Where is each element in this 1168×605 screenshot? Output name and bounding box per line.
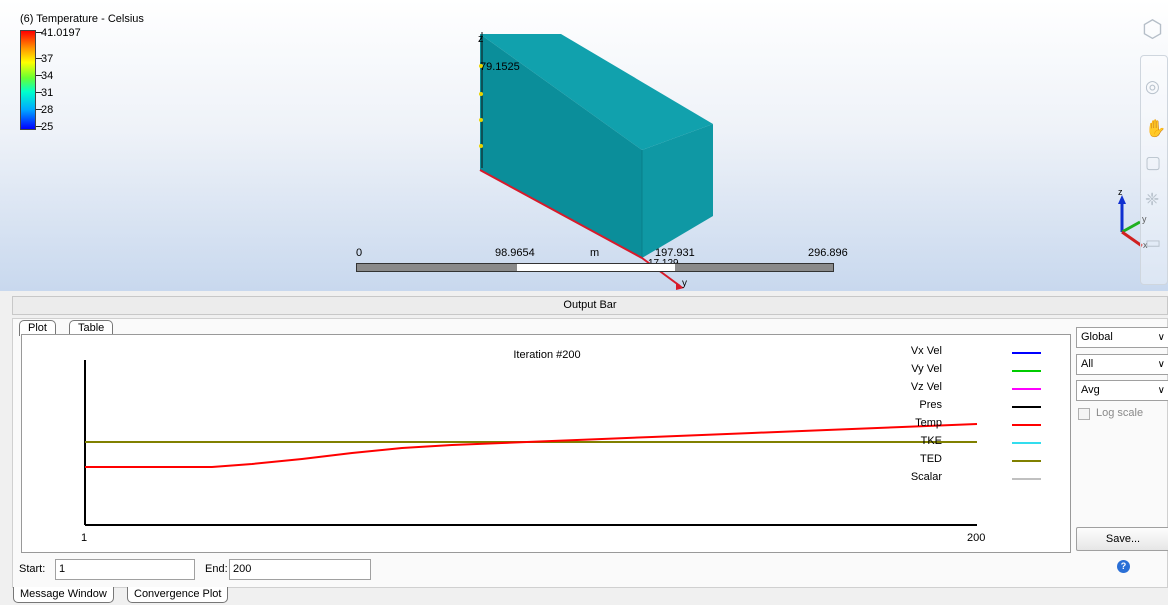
end-input[interactable]: 200 xyxy=(229,559,371,580)
triad-x-label: x xyxy=(1143,240,1148,250)
legend-label: TKE xyxy=(920,435,942,447)
legend-label: Pres xyxy=(919,399,942,411)
legend-label: Temp xyxy=(915,417,942,429)
box-right-face xyxy=(642,124,713,258)
legend-swatch xyxy=(1012,442,1041,444)
legend-label: TED xyxy=(920,453,942,465)
start-label: Start: xyxy=(19,563,46,575)
colorbar-label: 31 xyxy=(41,87,54,99)
legend-swatch xyxy=(1012,388,1041,390)
fit-view-icon[interactable]: ▭ xyxy=(1145,233,1162,252)
convergence-plot: Iteration #200 1 200 Vx Vel Vy Vel Vz Ve… xyxy=(21,334,1071,553)
save-button[interactable]: Save... xyxy=(1076,527,1168,551)
filter-select-value: All xyxy=(1081,358,1094,370)
colorbar-label: 28 xyxy=(41,104,54,116)
legend-label: Vz Vel xyxy=(910,381,942,393)
colorbar-tick xyxy=(36,32,42,33)
axis-y-label: y xyxy=(682,278,687,289)
plot-area xyxy=(84,360,978,526)
legend-swatch xyxy=(1012,460,1041,462)
zoom-window-icon[interactable]: ▢ xyxy=(1145,153,1162,172)
legend-swatch xyxy=(1012,370,1041,372)
scale-label-3: 296.896 xyxy=(808,247,848,259)
chevron-down-icon: ∨ xyxy=(1157,359,1165,370)
log-scale-checkbox[interactable] xyxy=(1078,408,1090,420)
zoom-icon[interactable]: ◎ xyxy=(1145,77,1160,96)
colorbar-label-max: 41.0197 xyxy=(41,27,81,39)
filter-select[interactable]: All ∨ xyxy=(1076,354,1168,375)
3d-box-model[interactable]: z 79.1525 17.129 y xyxy=(470,28,730,291)
scale-bar xyxy=(356,263,834,272)
orbit-icon[interactable]: ❈ xyxy=(1145,190,1160,209)
colorbar-tick xyxy=(36,58,42,59)
pan-hand-icon[interactable]: ✋ xyxy=(1145,119,1167,138)
legend-title: (6) Temperature - Celsius xyxy=(20,13,144,25)
box-left-face xyxy=(480,34,642,258)
colorbar-label: 37 xyxy=(41,53,54,65)
3d-viewport[interactable]: (6) Temperature - Celsius 41.0197 37 34 … xyxy=(0,0,1168,291)
series-temp-line xyxy=(85,423,978,468)
colorbar-label: 34 xyxy=(41,70,54,82)
legend-swatch xyxy=(1012,478,1041,480)
model-dimension-label: 79.1525 xyxy=(480,61,520,73)
x-axis-end-label: 200 xyxy=(967,532,986,544)
plot-title: Iteration #200 xyxy=(513,349,581,361)
legend-label: Vx Vel xyxy=(910,345,942,357)
stat-select-value: Avg xyxy=(1081,384,1100,396)
tab-convergence-plot[interactable]: Convergence Plot xyxy=(127,587,229,603)
colorbar-tick xyxy=(36,126,42,127)
scope-select-value: Global xyxy=(1081,331,1113,343)
view-cube-icon[interactable]: ⬡ xyxy=(1142,16,1163,43)
help-icon[interactable]: ? xyxy=(1117,560,1130,573)
axis-z-label: z xyxy=(478,33,484,45)
output-bar[interactable]: Output Bar xyxy=(12,296,1168,315)
chevron-down-icon: ∨ xyxy=(1157,385,1165,396)
legend-swatch xyxy=(1012,406,1041,408)
scope-select[interactable]: Global ∨ xyxy=(1076,327,1168,348)
tab-message-window[interactable]: Message Window xyxy=(13,587,114,603)
convergence-panel: Plot Table Iteration #200 1 200 Vx Vel V… xyxy=(12,318,1168,588)
colorbar-label-min: 25 xyxy=(41,121,54,133)
tab-table[interactable]: Table xyxy=(69,320,114,336)
end-label: End: xyxy=(205,563,228,575)
chevron-down-icon: ∨ xyxy=(1157,332,1165,343)
scale-label-0: 0 xyxy=(356,247,363,259)
start-input[interactable]: 1 xyxy=(55,559,195,580)
triad-z-label: z xyxy=(1118,190,1123,197)
legend-label: Scalar xyxy=(910,471,942,483)
scale-label-2: 197.931 xyxy=(655,247,695,259)
colorbar-tick xyxy=(36,92,42,93)
scale-unit-label: m xyxy=(590,247,600,259)
legend-swatch xyxy=(1012,424,1041,426)
navigation-toolbar: ◎ ✋ ▢ ❈ ▭ xyxy=(1140,55,1168,285)
stat-select[interactable]: Avg ∨ xyxy=(1076,380,1168,401)
triad-y-label: y xyxy=(1142,214,1147,224)
orientation-triad: z y x xyxy=(1118,190,1148,250)
scale-label-1: 98.9654 xyxy=(495,247,535,259)
box-top-face xyxy=(480,34,713,150)
scale-bar-white-segment xyxy=(517,264,675,271)
legend-label: Vy Vel xyxy=(911,363,942,375)
colorbar-tick xyxy=(36,109,42,110)
x-axis-start-label: 1 xyxy=(81,532,88,544)
box-edge-highlight xyxy=(479,169,643,259)
colorbar-tick xyxy=(36,75,42,76)
legend-swatch xyxy=(1012,352,1041,354)
log-scale-label: Log scale xyxy=(1096,407,1144,419)
tab-plot[interactable]: Plot xyxy=(19,320,56,336)
temperature-colorbar xyxy=(20,30,36,130)
